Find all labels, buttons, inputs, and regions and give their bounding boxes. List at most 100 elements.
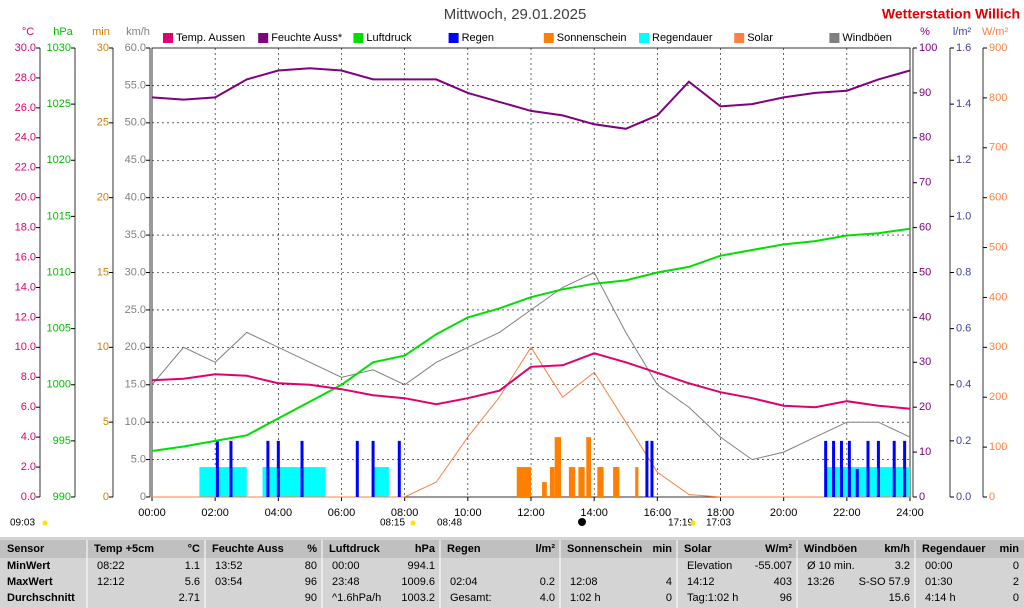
y-tick-label: 5 bbox=[103, 416, 109, 428]
duration-bar bbox=[549, 467, 555, 497]
y-tick-label: 30.0 bbox=[15, 42, 36, 54]
duration-bar bbox=[578, 467, 585, 497]
y-tick-label: 14.0 bbox=[15, 281, 36, 293]
column-unit: hPa bbox=[415, 543, 436, 555]
table-cell: 1.1 bbox=[185, 560, 200, 572]
column-unit: min bbox=[652, 543, 672, 555]
rain-bar bbox=[229, 440, 233, 497]
table-cell: 2 bbox=[1013, 576, 1019, 588]
rain-bar bbox=[892, 440, 896, 497]
y-tick-label: 50 bbox=[919, 266, 931, 278]
legend-label: Luftdruck bbox=[366, 32, 412, 44]
y-tick-label: 400 bbox=[989, 291, 1007, 303]
x-tick-label: 20:00 bbox=[770, 507, 798, 519]
y-tick-label: 10.0 bbox=[15, 341, 36, 353]
y-tick-label: 0.2 bbox=[956, 435, 971, 447]
row-label: Sensor bbox=[7, 543, 45, 555]
y-tick-label: 0.4 bbox=[956, 379, 971, 391]
table-cell: Tag:1:02 h bbox=[687, 592, 738, 604]
duration-bar bbox=[568, 467, 576, 497]
legend-label: Solar bbox=[747, 32, 773, 44]
y-tick-label: 900 bbox=[989, 42, 1007, 54]
x-tick-label: 18:00 bbox=[707, 507, 735, 519]
rain-bar bbox=[650, 440, 654, 497]
rain-bar bbox=[876, 440, 880, 497]
table-cell: 00:00 bbox=[925, 560, 953, 572]
y-tick-label: 1025 bbox=[47, 98, 71, 110]
y-tick-label: 0.6 bbox=[956, 323, 971, 335]
y-tick-label: 45.0 bbox=[125, 154, 146, 166]
y-tick-label: 28.0 bbox=[15, 72, 36, 84]
table-cell: 12:08 bbox=[570, 576, 598, 588]
column-unit: W/m² bbox=[765, 543, 792, 555]
sun-time: 08:15 bbox=[380, 518, 405, 529]
y-tick-label: 10.0 bbox=[125, 416, 146, 428]
y-tick-label: 40.0 bbox=[125, 192, 146, 204]
x-tick-label: 04:00 bbox=[265, 507, 293, 519]
legend-swatch bbox=[543, 33, 554, 43]
y-tick-label: 6.0 bbox=[21, 401, 36, 413]
y-tick-label: 70 bbox=[919, 177, 931, 189]
y-tick-label: 1.6 bbox=[956, 42, 971, 54]
rain-bar bbox=[824, 440, 828, 497]
y-tick-label: 0 bbox=[989, 491, 995, 503]
table-cell: 14:12 bbox=[687, 576, 715, 588]
x-tick-label: 00:00 bbox=[138, 507, 166, 519]
y-tick-label: 1005 bbox=[47, 323, 71, 335]
series-line bbox=[151, 67, 911, 130]
series-line bbox=[151, 352, 911, 410]
table-cell: Elevation bbox=[687, 560, 732, 572]
legend-swatch bbox=[258, 33, 269, 43]
y-tick-label: 2.0 bbox=[21, 461, 36, 473]
x-tick-label: 14:00 bbox=[580, 507, 608, 519]
duration-bar bbox=[554, 437, 562, 497]
legend-swatch bbox=[163, 33, 173, 43]
table-cell: 0.2 bbox=[540, 576, 555, 588]
y-tick-label: 800 bbox=[989, 92, 1007, 104]
y-tick-label: 20.0 bbox=[125, 341, 146, 353]
column-unit: km/h bbox=[884, 543, 910, 555]
table-cell: 01:30 bbox=[925, 576, 953, 588]
duration-bar bbox=[262, 467, 326, 497]
column-unit: % bbox=[307, 543, 317, 555]
table-cell: 80 bbox=[305, 560, 317, 572]
legend-swatch bbox=[734, 33, 745, 43]
table-cell: 23:48 bbox=[332, 576, 360, 588]
x-tick-label: 06:00 bbox=[328, 507, 356, 519]
y-tick-label: 1030 bbox=[47, 42, 71, 54]
table-cell: 90 bbox=[305, 592, 317, 604]
y-tick-label: 0 bbox=[140, 491, 146, 503]
duration-bar bbox=[373, 467, 389, 497]
axis-unit: l/m² bbox=[953, 26, 972, 38]
table-cell: 403 bbox=[774, 576, 792, 588]
column-title: Regendauer bbox=[922, 543, 986, 555]
rain-bar bbox=[300, 440, 304, 497]
y-tick-label: 8.0 bbox=[21, 371, 36, 383]
duration-bar bbox=[597, 467, 604, 497]
axis-unit: km/h bbox=[126, 26, 150, 38]
table-cell: 02:04 bbox=[450, 576, 478, 588]
legend-swatch bbox=[639, 33, 649, 43]
y-tick-label: 0 bbox=[919, 491, 925, 503]
y-tick-label: 0.8 bbox=[956, 266, 971, 278]
y-tick-label: 0.0 bbox=[956, 491, 971, 503]
y-tick-label: 0.0 bbox=[21, 491, 36, 503]
y-tick-label: 22.0 bbox=[15, 162, 36, 174]
y-tick-label: 1020 bbox=[47, 154, 71, 166]
rain-bar bbox=[276, 440, 280, 497]
x-tick-label: 22:00 bbox=[833, 507, 861, 519]
table-cell: 0 bbox=[1013, 592, 1019, 604]
x-tick-label: 02:00 bbox=[201, 507, 229, 519]
y-tick-label: 12.0 bbox=[15, 311, 36, 323]
column-title: Luftdruck bbox=[329, 543, 381, 555]
y-tick-label: 1015 bbox=[47, 210, 71, 222]
axis-unit: % bbox=[920, 26, 930, 38]
y-tick-label: 1.2 bbox=[956, 154, 971, 166]
y-tick-label: 80 bbox=[919, 132, 931, 144]
y-tick-label: 15 bbox=[97, 266, 109, 278]
y-tick-label: 1000 bbox=[47, 379, 71, 391]
y-tick-label: 200 bbox=[989, 391, 1007, 403]
table-cell: 15.6 bbox=[889, 592, 910, 604]
table-cell: S-SO 57.9 bbox=[859, 576, 910, 588]
